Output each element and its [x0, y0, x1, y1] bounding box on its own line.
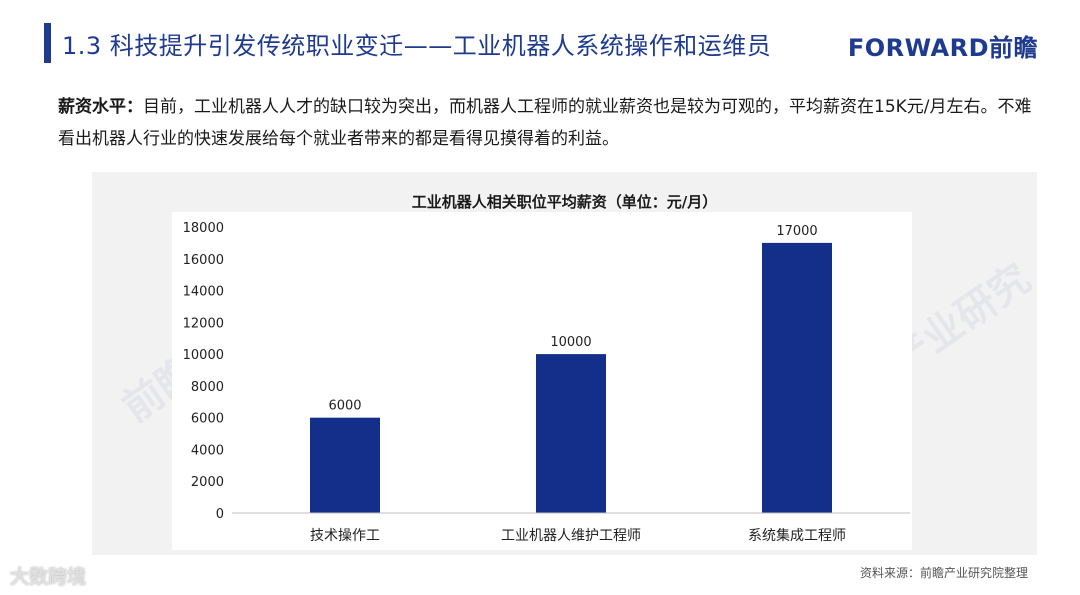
platform-logo-text: 大数跨境 [10, 566, 87, 588]
source-note: 资料来源：前瞻产业研究院整理 [859, 566, 1028, 580]
y-tick-label: 0 [216, 507, 224, 522]
platform-logo: 大数跨境 [10, 562, 86, 589]
y-axis: 0 2000 4000 6000 8000 10000 12000 14000 16000 180… [183, 221, 224, 522]
bar [310, 417, 380, 513]
brand-logo: FORWARD前瞻 [847, 34, 1038, 62]
chart-title: 工业机器人相关职位平均薪资（单位：元/月） [411, 193, 718, 211]
x-axis: 技术操作工 工业机器人维护工程师 系统集成工程师 [232, 512, 910, 544]
y-tick-label: 18000 [183, 221, 224, 236]
bar-series: 6000 10000 17000 [310, 224, 832, 513]
x-tick-label: 系统集成工程师 [748, 527, 846, 544]
title-accent-bar [44, 23, 51, 63]
bar-data-label: 10000 [550, 335, 591, 350]
y-tick-label: 6000 [191, 412, 224, 427]
intro-paragraph: 薪资水平：目前，工业机器人人才的缺口较为突出，而机器人工程师的就业薪资也是较为可… [58, 91, 1033, 155]
y-tick-label: 14000 [183, 285, 224, 300]
intro-label: 薪资水平： [58, 97, 143, 117]
y-tick-label: 4000 [191, 443, 224, 458]
y-tick-label: 16000 [183, 253, 224, 268]
bar-data-label: 17000 [776, 224, 817, 239]
x-tick-label: 技术操作工 [310, 528, 380, 544]
bar [762, 242, 832, 513]
x-tick-label: 工业机器人维护工程师 [501, 528, 641, 544]
y-tick-label: 12000 [183, 316, 224, 331]
bar-data-label: 6000 [328, 399, 361, 414]
bar [536, 354, 606, 513]
y-tick-label: 10000 [183, 348, 224, 363]
page-title: 1.3 科技提升引发传统职业变迁——工业机器人系统操作和运维员 [62, 32, 772, 60]
intro-text: 目前，工业机器人人才的缺口较为突出，而机器人工程师的就业薪资也是较为可观的，平均… [58, 97, 1032, 149]
y-tick-label: 2000 [191, 475, 224, 490]
y-tick-label: 8000 [191, 380, 224, 395]
